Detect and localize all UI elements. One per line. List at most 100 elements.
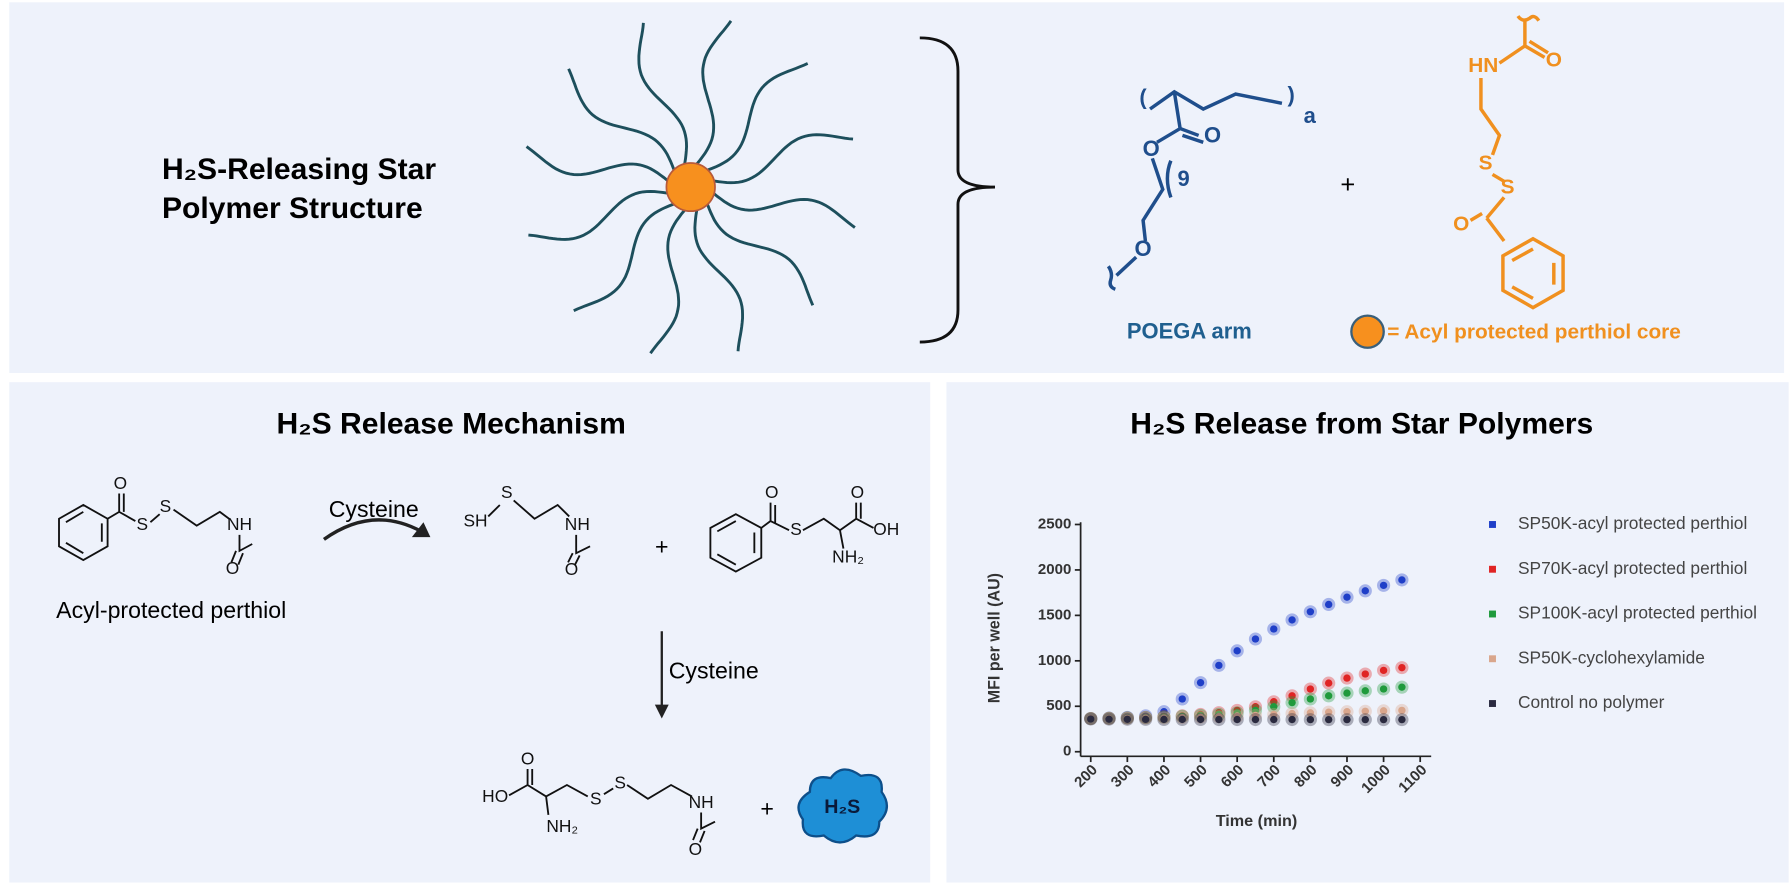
data-point xyxy=(1175,692,1189,706)
y-tick-label: 1500 xyxy=(1038,606,1071,623)
data-point xyxy=(1376,578,1391,592)
core-symbol xyxy=(1350,314,1385,349)
atom: O xyxy=(226,558,239,578)
y-tick-label: 2000 xyxy=(1038,561,1071,578)
atom: a xyxy=(1304,103,1317,128)
data-point xyxy=(1230,644,1244,658)
data-point xyxy=(1285,713,1299,727)
gas-label: H₂S xyxy=(824,796,860,818)
data-point xyxy=(1248,713,1263,727)
data-point xyxy=(1322,713,1336,727)
data-point xyxy=(1395,713,1409,727)
atom: O xyxy=(521,748,534,768)
data-point xyxy=(1303,682,1317,696)
mechanism-panel xyxy=(9,382,931,883)
final-product: O HO NH₂ S S NH O xyxy=(482,748,716,859)
polymer-arm xyxy=(528,189,672,241)
data-point xyxy=(1102,712,1116,726)
reagent: Cysteine xyxy=(329,496,419,522)
data-point xyxy=(1358,667,1372,681)
bond xyxy=(508,768,716,843)
atom: S xyxy=(137,514,149,534)
atom: 9 xyxy=(1177,166,1189,191)
polymer-arm xyxy=(710,133,854,185)
benzene xyxy=(709,513,763,573)
atom: O xyxy=(1546,48,1562,71)
bond xyxy=(1156,91,1204,144)
polymer-arm xyxy=(693,206,744,352)
bracket xyxy=(1165,160,1173,198)
top-panel xyxy=(9,2,1785,373)
data-point xyxy=(1193,712,1208,726)
atom: ) xyxy=(1288,82,1295,107)
data-point xyxy=(1120,712,1134,726)
polymer-arm xyxy=(693,20,733,168)
data-point xyxy=(1395,661,1409,675)
arm-label: POEGA arm xyxy=(1127,319,1252,344)
legend-marker xyxy=(1489,610,1496,618)
plus: + xyxy=(1340,171,1355,199)
data-point xyxy=(1175,712,1189,726)
thioester: O S O OH NH₂ xyxy=(709,482,899,573)
data-point xyxy=(1267,622,1281,636)
atom: S xyxy=(1479,152,1493,175)
atom: O xyxy=(1143,136,1160,161)
legend-marker xyxy=(1489,521,1496,528)
data-point xyxy=(1303,605,1317,619)
data-point xyxy=(1322,705,1336,719)
data-point xyxy=(1267,700,1281,714)
polymer-arm xyxy=(649,206,688,355)
data-point xyxy=(1212,658,1226,672)
core xyxy=(665,162,716,213)
atom: ( xyxy=(1139,85,1147,110)
atom: S xyxy=(160,496,172,516)
structure-title: Polymer Structure xyxy=(162,192,423,225)
chart-title: H₂S Release from Star Polymers xyxy=(1130,408,1593,441)
bond xyxy=(487,499,591,566)
reactant-label: Acyl-protected perthiol xyxy=(56,597,286,623)
legend-marker xyxy=(1489,565,1496,573)
legend-marker xyxy=(1489,655,1496,663)
bracket xyxy=(919,36,996,344)
plus: + xyxy=(760,795,774,821)
bond xyxy=(1469,14,1549,243)
data-point xyxy=(1139,712,1153,726)
plus: + xyxy=(655,534,669,560)
data-point xyxy=(1358,713,1372,727)
atom: O xyxy=(1453,212,1469,235)
atom: S xyxy=(501,482,513,502)
polymer-arm xyxy=(710,190,856,229)
y-tick-label: 2500 xyxy=(1038,515,1071,532)
bond xyxy=(1511,247,1556,300)
y-tick-label: 1000 xyxy=(1038,652,1071,669)
atom: NH xyxy=(227,514,252,534)
bond xyxy=(716,502,874,566)
data-point xyxy=(1193,676,1208,690)
legend-marker xyxy=(1489,700,1496,707)
atom: HN xyxy=(1468,54,1498,77)
data-point xyxy=(1376,682,1391,696)
data-point xyxy=(1157,712,1171,726)
data-point xyxy=(1285,696,1299,710)
core-label: = Acyl protected perthiol core xyxy=(1387,320,1681,343)
legend-label: SP100K-acyl protected perthiol xyxy=(1518,603,1757,623)
mechanism-title: H₂S Release Mechanism xyxy=(277,408,626,441)
atom: O xyxy=(1204,122,1221,147)
gas-cloud xyxy=(797,768,888,844)
data-point xyxy=(1322,597,1336,612)
data-point xyxy=(1358,684,1372,698)
data-point xyxy=(1340,705,1354,719)
data-point xyxy=(1358,704,1372,718)
data-point xyxy=(1267,713,1281,727)
x-axis-label: Time (min) xyxy=(1216,812,1298,830)
core-structure: HN O S S O = Acyl protected perthiol cor… xyxy=(1350,14,1681,349)
atom: NH xyxy=(689,792,714,812)
arrowhead xyxy=(411,522,431,538)
atom: S xyxy=(1501,176,1515,199)
polymer-arm xyxy=(567,68,677,174)
data-point xyxy=(1340,671,1354,685)
polymer-arm xyxy=(704,200,815,306)
arrowhead xyxy=(654,704,669,719)
data-point xyxy=(1376,704,1391,718)
